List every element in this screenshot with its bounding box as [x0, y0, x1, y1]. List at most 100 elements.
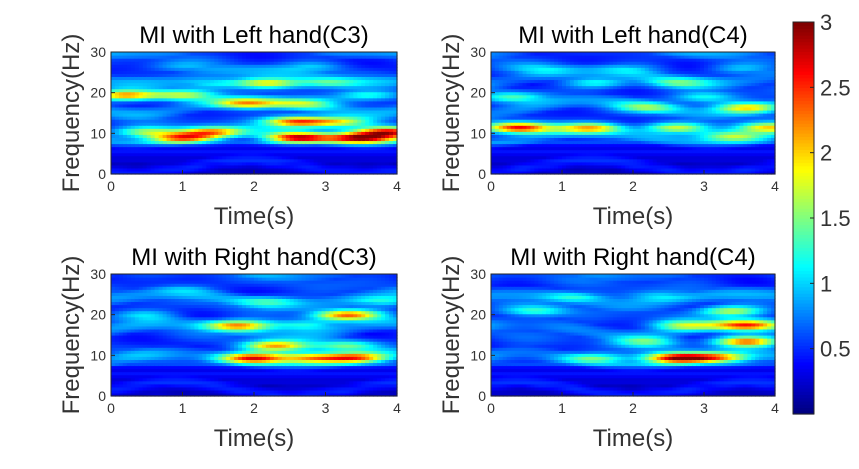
heatmap-cell	[585, 128, 591, 132]
heatmap-cell	[353, 161, 358, 166]
heatmap-cell	[554, 116, 559, 120]
heatmap-cell	[257, 79, 263, 84]
heatmap-cell	[118, 58, 124, 62]
heatmap-cell	[138, 170, 144, 175]
heatmap-cell	[246, 146, 251, 151]
heatmap-cell	[345, 119, 350, 123]
heatmap-cell	[313, 155, 319, 160]
heatmap-cell	[684, 140, 689, 145]
heatmap-cell	[625, 88, 630, 93]
heatmap-cell	[218, 97, 223, 102]
heatmap-cell	[506, 73, 512, 77]
heatmap-cell	[277, 113, 283, 117]
heatmap-cell	[170, 128, 176, 132]
heatmap-cell	[194, 143, 199, 148]
heatmap-cell	[546, 131, 551, 135]
heatmap-cell	[254, 109, 259, 114]
heatmap-cell	[313, 85, 319, 90]
heatmap-cell	[186, 73, 192, 77]
heatmap-cell	[226, 88, 231, 93]
heatmap-cell	[558, 55, 563, 59]
heatmap-cell	[210, 149, 215, 154]
heatmap-cell	[369, 109, 374, 114]
heatmap-cell	[190, 149, 196, 154]
heatmap-cell	[214, 113, 219, 117]
heatmap-cell	[114, 125, 120, 129]
heatmap-cell	[506, 82, 512, 87]
heatmap-cell	[361, 170, 366, 175]
heatmap-cell	[111, 82, 116, 87]
heatmap-cell	[293, 103, 299, 108]
heatmap-cell	[510, 143, 516, 148]
heatmap-cell	[111, 161, 116, 166]
heatmap-cell	[174, 164, 180, 169]
heatmap-cell	[680, 170, 685, 175]
heatmap-cell	[605, 167, 610, 172]
heatmap-cell	[656, 109, 662, 114]
heatmap-cell	[569, 143, 575, 148]
heatmap-cell	[194, 73, 199, 77]
heatmap-cell	[522, 52, 528, 56]
heatmap-cell	[365, 100, 370, 105]
heatmap-cell	[361, 164, 366, 169]
heatmap-cell	[146, 82, 152, 87]
heatmap-cell	[234, 97, 239, 102]
heatmap-cell	[581, 137, 587, 142]
heatmap-cell	[676, 170, 681, 175]
heatmap-cell	[142, 113, 148, 117]
heatmap-cell	[660, 73, 666, 77]
heatmap-cell	[692, 109, 697, 114]
heatmap-cell	[585, 134, 591, 138]
heatmap-cell	[491, 152, 496, 157]
heatmap-cell	[585, 116, 591, 120]
heatmap-cell	[309, 131, 315, 135]
heatmap-cell	[361, 161, 366, 166]
heatmap-cell	[178, 88, 184, 93]
heatmap-cell	[562, 143, 567, 148]
heatmap-cell	[194, 70, 199, 74]
heatmap-cell	[692, 88, 697, 93]
heatmap-cell	[526, 167, 532, 172]
heatmap-cell	[194, 116, 199, 120]
heatmap-cell	[297, 122, 303, 126]
heatmap-cell	[621, 158, 626, 163]
heatmap-cell	[530, 109, 535, 114]
heatmap-cell	[534, 158, 539, 163]
heatmap-cell	[377, 146, 382, 151]
heatmap-cell	[154, 82, 160, 87]
heatmap-cell	[506, 128, 512, 132]
heatmap-cell	[644, 140, 650, 145]
heatmap-cell	[353, 119, 358, 123]
heatmap-cell	[369, 106, 374, 111]
heatmap-cell	[660, 82, 666, 87]
heatmap-cell	[377, 109, 382, 114]
heatmap-cell	[668, 161, 674, 166]
heatmap-cell	[585, 79, 591, 84]
heatmap-cell	[301, 88, 307, 93]
heatmap-cell	[640, 131, 646, 135]
heatmap-cell	[313, 58, 319, 62]
heatmap-cell	[182, 125, 188, 129]
heatmap-cell	[621, 167, 626, 172]
heatmap-cell	[365, 70, 370, 74]
heatmap-cell	[357, 131, 362, 135]
heatmap-cell	[558, 134, 563, 138]
heatmap-cell	[297, 67, 303, 71]
heatmap-cell	[309, 82, 315, 87]
heatmap-cell	[285, 149, 291, 154]
heatmap-cell	[118, 100, 124, 105]
heatmap-cell	[285, 122, 291, 126]
heatmap-cell	[565, 128, 571, 132]
heatmap-cell	[242, 79, 247, 84]
heatmap-cell	[369, 164, 374, 169]
heatmap-cell	[562, 97, 567, 102]
heatmap-cell	[530, 67, 535, 71]
heatmap-cell	[554, 97, 559, 102]
heatmap-cell	[633, 97, 638, 102]
heatmap-cell	[194, 79, 199, 84]
heatmap-cell	[329, 122, 335, 126]
heatmap-cell	[341, 88, 346, 93]
heatmap-cell	[365, 170, 370, 175]
heatmap-cell	[644, 152, 650, 157]
